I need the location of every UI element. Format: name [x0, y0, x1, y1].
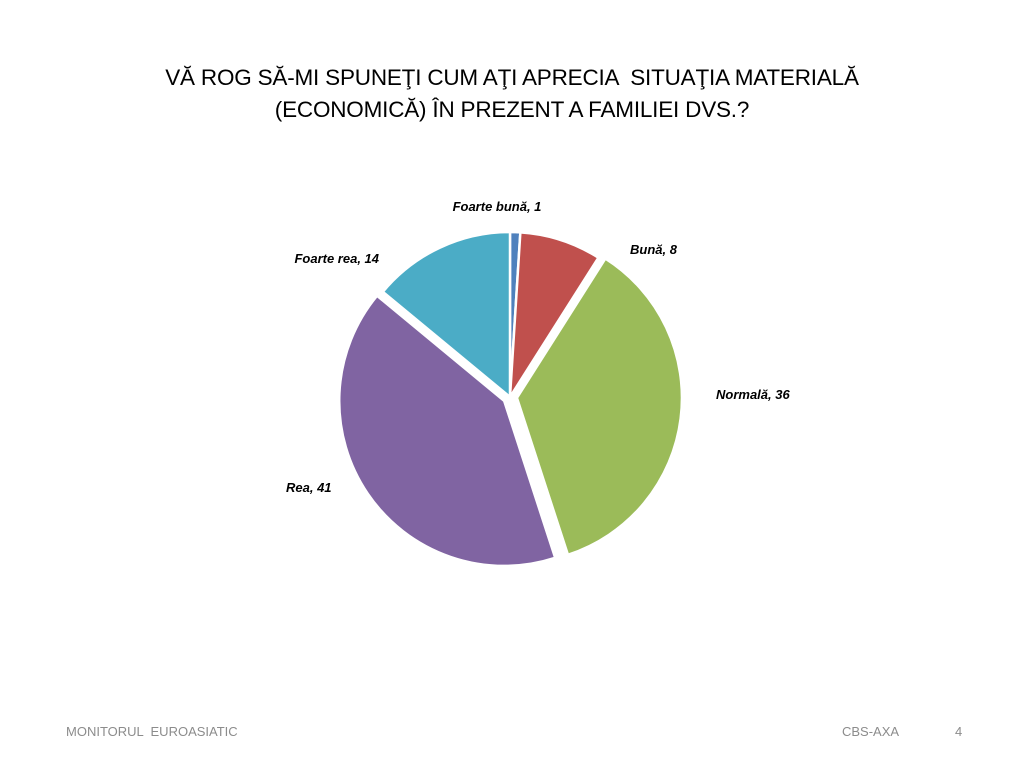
footer-organization: MONITORUL EUROASIATIC — [66, 724, 238, 739]
data-label-2: Normală, 36 — [716, 387, 790, 402]
data-label-0: Foarte bună, 1 — [453, 199, 542, 214]
slide-title-line-2: (ECONOMICĂ) ÎN PREZENT A FAMILIEI DVS.? — [274, 97, 750, 122]
page-number: 4 — [955, 724, 963, 739]
data-label-3: Rea, 41 — [286, 480, 332, 495]
slide-title-line-1: VĂ ROG SĂ-MI SPUNEŢI CUM AŢI APRECIA SIT… — [165, 65, 859, 90]
pie-slice-rea — [337, 294, 557, 568]
data-label-4: Foarte rea, 14 — [294, 251, 379, 266]
pie-slice-foarte-rea — [381, 230, 512, 399]
data-label-1: Bună, 8 — [630, 242, 678, 257]
pie-slice-normală — [515, 257, 684, 557]
slide-title: VĂ ROG SĂ-MI SPUNEŢI CUM AŢI APRECIA SIT… — [62, 62, 962, 126]
footer-author: CBS-AXA — [842, 724, 900, 739]
pie-slice-bună — [508, 231, 600, 399]
